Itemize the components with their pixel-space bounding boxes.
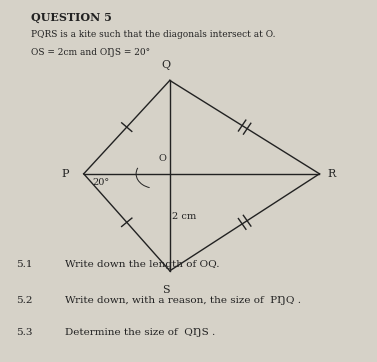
Text: P: P [61,169,69,179]
Text: QUESTION 5: QUESTION 5 [31,12,112,23]
Text: Write down, with a reason, the size of  PŊQ .: Write down, with a reason, the size of P… [65,296,301,305]
Text: Write down the length of OQ.: Write down the length of OQ. [65,260,219,269]
Text: 2 cm: 2 cm [172,212,196,222]
Text: O: O [159,154,166,163]
Text: 5.1: 5.1 [16,260,33,269]
Text: PQRS is a kite such that the diagonals intersect at O.: PQRS is a kite such that the diagonals i… [31,30,276,39]
Text: S: S [162,285,170,295]
Text: 20°: 20° [92,178,109,187]
Text: 5.3: 5.3 [16,328,33,337]
Text: Q: Q [161,60,171,70]
Text: OS = 2cm and OŊS = 20°: OS = 2cm and OŊS = 20° [31,48,150,57]
Text: R: R [327,169,335,179]
Text: Determine the size of  QŊS .: Determine the size of QŊS . [65,328,215,337]
Text: 5.2: 5.2 [16,296,33,305]
